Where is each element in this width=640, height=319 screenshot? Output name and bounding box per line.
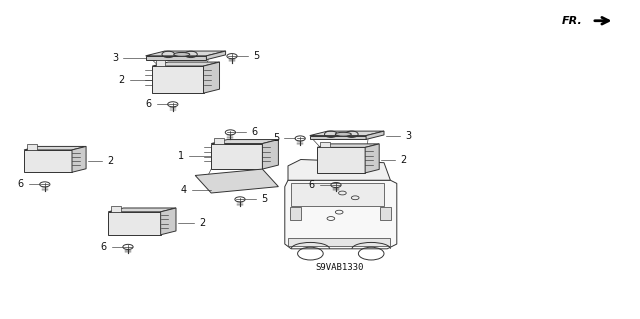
Text: FR.: FR. <box>562 16 582 26</box>
Text: 2: 2 <box>118 75 125 85</box>
Bar <box>214 138 224 144</box>
Polygon shape <box>195 169 278 193</box>
Polygon shape <box>108 212 161 235</box>
Bar <box>290 207 301 220</box>
Text: 6: 6 <box>145 99 152 109</box>
Text: 5: 5 <box>253 51 259 61</box>
Polygon shape <box>310 136 366 139</box>
Polygon shape <box>206 51 226 60</box>
Polygon shape <box>152 62 220 66</box>
Polygon shape <box>146 51 226 56</box>
Polygon shape <box>365 144 380 173</box>
Polygon shape <box>211 140 278 144</box>
Bar <box>111 206 121 212</box>
Polygon shape <box>317 144 380 147</box>
Text: 6: 6 <box>100 242 107 252</box>
Text: 2: 2 <box>107 156 113 166</box>
Polygon shape <box>211 144 262 169</box>
Ellipse shape <box>335 132 351 136</box>
Text: 6: 6 <box>17 179 24 189</box>
Polygon shape <box>366 131 384 139</box>
Polygon shape <box>291 183 384 206</box>
Text: 6: 6 <box>252 127 258 137</box>
Polygon shape <box>285 180 397 249</box>
Bar <box>321 142 330 147</box>
Polygon shape <box>146 56 206 60</box>
Polygon shape <box>24 146 86 150</box>
Bar <box>380 207 391 220</box>
Text: 2: 2 <box>401 155 406 165</box>
Text: 3: 3 <box>112 53 118 63</box>
Polygon shape <box>310 131 384 136</box>
Bar <box>156 60 165 66</box>
Polygon shape <box>317 147 365 173</box>
Text: 6: 6 <box>308 180 315 190</box>
Polygon shape <box>72 146 86 172</box>
Polygon shape <box>262 140 278 169</box>
Polygon shape <box>24 150 72 172</box>
Text: 4: 4 <box>180 185 187 195</box>
Bar <box>288 238 390 246</box>
Polygon shape <box>288 160 390 180</box>
Polygon shape <box>161 208 176 235</box>
Text: 3: 3 <box>405 130 412 141</box>
Polygon shape <box>108 208 176 212</box>
Text: 2: 2 <box>199 218 205 228</box>
Bar <box>27 144 36 150</box>
Text: 5: 5 <box>261 194 268 204</box>
Ellipse shape <box>174 53 190 56</box>
Text: S9VAB1330: S9VAB1330 <box>315 263 364 272</box>
Polygon shape <box>152 66 204 93</box>
Text: 1: 1 <box>177 151 184 161</box>
Text: 5: 5 <box>273 133 279 144</box>
Polygon shape <box>204 62 220 93</box>
